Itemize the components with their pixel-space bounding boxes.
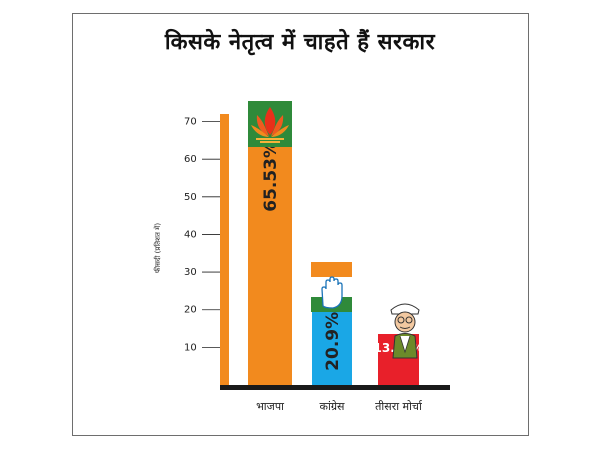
x-axis-line (220, 385, 450, 390)
y-tick-label: 40 (184, 229, 197, 240)
bar-value-label: 20.9% (323, 312, 343, 371)
y-tick-label: 50 (184, 192, 197, 203)
y-tick-label: 20 (184, 305, 197, 316)
bar (248, 138, 292, 385)
y-ticks: 10 20 30 40 50 60 70 (184, 117, 220, 353)
category-labels: भाजपा कांग्रेस तीसरा मोर्चा (256, 400, 423, 413)
chart-title: किसके नेतृत्व में चाहते हैं सरकार (164, 30, 436, 55)
y-tick-label: 30 (184, 267, 197, 278)
bar (312, 306, 352, 385)
hand-icon (311, 262, 352, 312)
category-label: भाजपा (256, 400, 284, 413)
y-axis-bar (220, 114, 229, 389)
category-label: कांग्रेस (320, 400, 346, 413)
category-label: तीसरा मोर्चा (375, 400, 423, 413)
y-axis-label: फीसदी (प्रतिशत में) (153, 223, 162, 273)
y-tick-label: 10 (184, 342, 197, 353)
lotus-icon (248, 101, 292, 147)
bar-value-label: 65.53% (261, 141, 281, 212)
cartoon-man-icon (390, 303, 420, 359)
y-tick-label: 60 (184, 154, 197, 165)
bars: 65.53%20.9%13.55% (248, 138, 423, 385)
y-tick-label: 70 (184, 117, 197, 128)
chart-frame (72, 13, 529, 436)
